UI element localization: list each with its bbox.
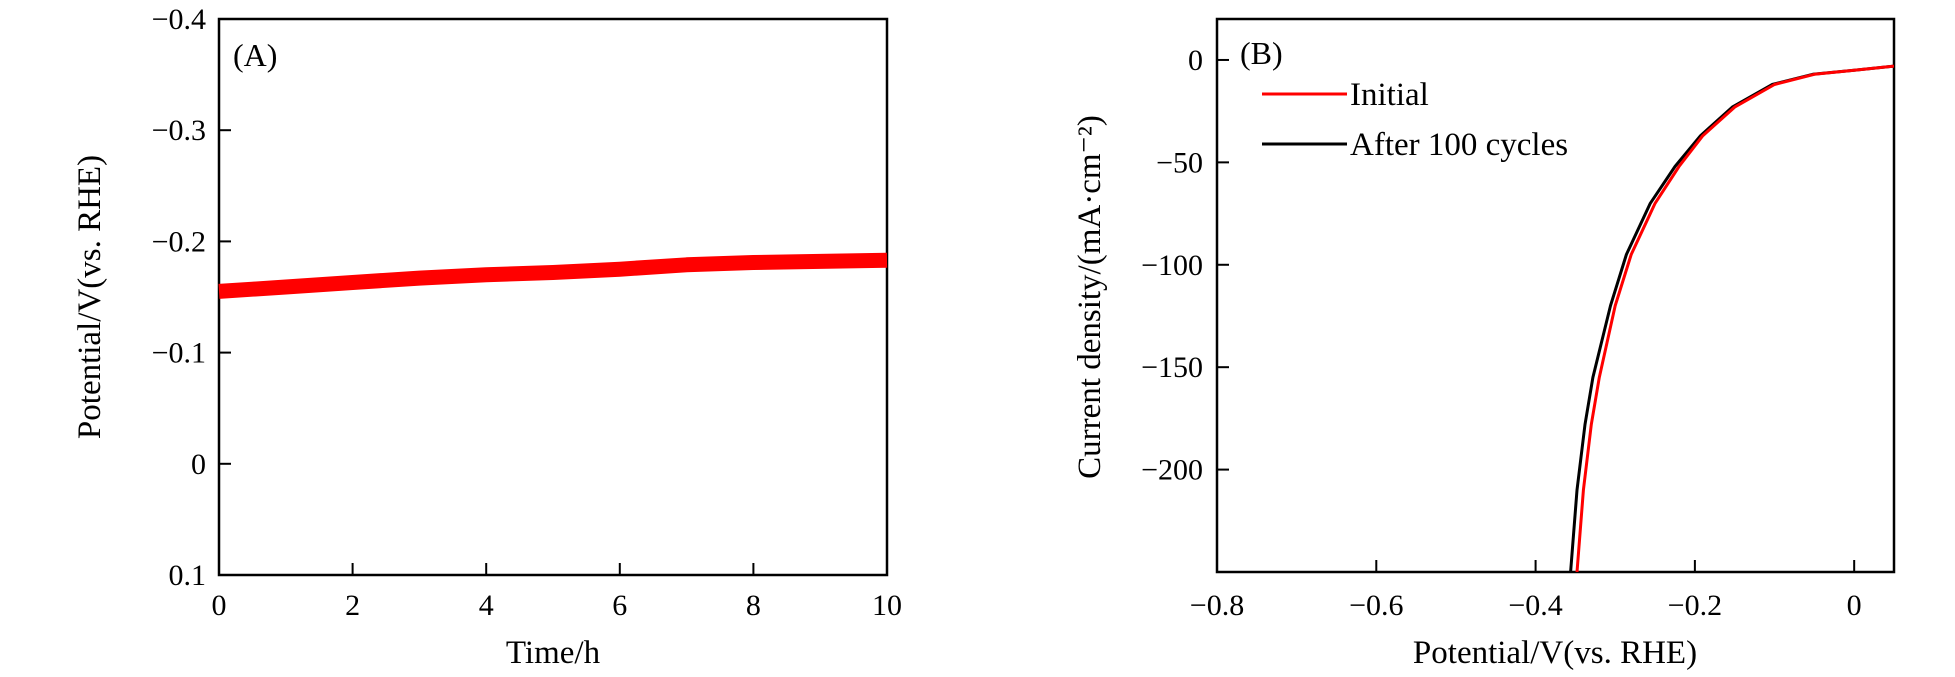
chart-b-x-tick-label: −0.4: [1508, 589, 1562, 622]
chart-b-series-initial: [1575, 64, 1894, 572]
chart-a-x-tick-label: 6: [612, 589, 627, 622]
chart-b-panel-label: (B): [1240, 35, 1283, 71]
chart-a-y-tick-label: 0.1: [169, 559, 207, 592]
chart-b-legend: Initial After 100 cycles: [1262, 77, 1568, 163]
chart-a-y-tick-label: −0.4: [152, 3, 206, 36]
chart-b-marks: [1569, 64, 1894, 572]
chart-a-frame: [217, 17, 889, 577]
chart-a-x-ticks: 0 2 4 6 8 10: [212, 563, 902, 622]
chart-a-y-ticks: 0.1 0 −0.1 −0.2 −0.3 −0.4: [152, 3, 231, 592]
chart-b-x-tick-label: −0.8: [1190, 589, 1244, 622]
legend-label-initial: Initial: [1350, 77, 1429, 113]
chart-b-x-tick-label: −0.6: [1349, 589, 1403, 622]
chart-a-x-axis-label: Time/h: [506, 635, 601, 671]
chart-b-y-tick-label: 0: [1188, 44, 1203, 77]
chart-b-y-ticks: 0 −50 −100 −150 −200: [1141, 44, 1229, 487]
chart-a-series-line: [218, 252, 888, 299]
chart-b-frame: [1215, 17, 1896, 574]
chart-b: −0.8 −0.6 −0.4 −0.2 0 0 −50 −100 −150 −200 (B) I…: [1072, 17, 1896, 671]
chart-a: 0 2 4 6 8 10 0.10−0.1−0.2−0.3−0.4 (A) Time/h …: [72, 3, 902, 671]
chart-a-marks: [218, 252, 888, 299]
chart-b-x-ticks: −0.8 −0.6 −0.4 −0.2 0: [1190, 560, 1862, 622]
chart-b-x-axis-label: Potential/V(vs. RHE): [1413, 635, 1697, 671]
chart-a-panel-label: (A): [233, 37, 277, 73]
chart-a-x-tick-label: 4: [479, 589, 494, 622]
chart-b-y-tick-label: −150: [1141, 351, 1203, 384]
chart-b-series-after: [1569, 64, 1894, 572]
chart-a-x-tick-label: 8: [746, 589, 761, 622]
chart-a-y-tick-label: −0.2: [152, 225, 206, 258]
chart-a-x-tick-label: 0: [212, 589, 227, 622]
chart-a-y-tick-label: −0.3: [152, 114, 206, 147]
chart-a-y-tick-label: 0: [191, 448, 206, 481]
chart-b-x-tick-label: −0.2: [1668, 589, 1722, 622]
chart-a-y-tick-label: −0.1: [152, 337, 206, 370]
chart-b-y-tick-label: −200: [1141, 454, 1203, 487]
legend-label-after: After 100 cycles: [1350, 127, 1568, 163]
chart-a-x-tick-label: 10: [872, 589, 902, 622]
chart-a-y-axis-label: Potential/V(vs. RHE): [72, 155, 108, 439]
chart-b-y-tick-label: −100: [1141, 249, 1203, 282]
chart-b-y-axis-label: Current density/(mA·cm⁻²): [1072, 115, 1108, 479]
chart-b-x-tick-label: 0: [1847, 589, 1862, 622]
chart-a-x-tick-label: 2: [345, 589, 360, 622]
chart-b-y-tick-label: −50: [1156, 146, 1203, 179]
